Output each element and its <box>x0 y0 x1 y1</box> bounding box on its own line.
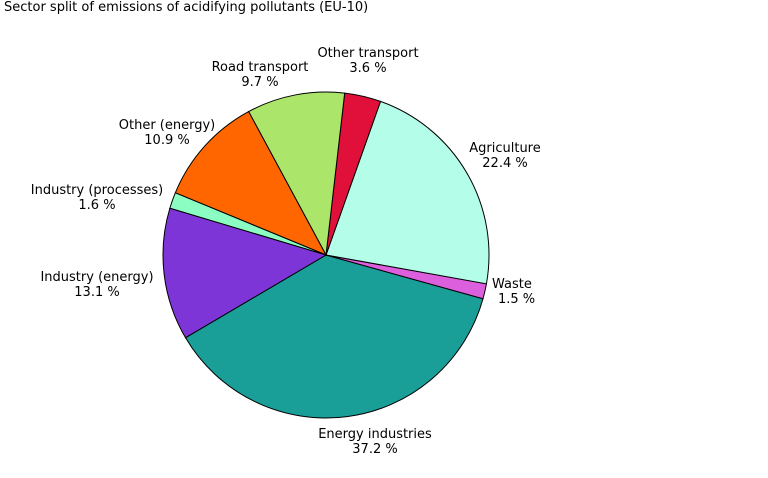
pie-slice-agriculture <box>325 100 490 285</box>
slice-label-name: Industry (processes) <box>31 183 163 198</box>
slice-label-percent: 3.6 % <box>349 61 386 76</box>
slice-label-name: Energy industries <box>318 427 432 442</box>
pie-slice-road-transport <box>247 91 346 257</box>
slice-label-percent: 10.9 % <box>144 133 189 148</box>
pie-slice-other-energy <box>174 110 328 256</box>
slice-label-percent: 22.4 % <box>482 156 527 171</box>
slice-label-name: Agriculture <box>469 141 541 156</box>
slice-label-name: Industry (energy) <box>40 270 153 285</box>
pie-slice-energy-industries <box>184 254 484 419</box>
slice-label-name: Waste <box>492 277 532 292</box>
slice-label-percent: 13.1 % <box>74 285 119 300</box>
slice-label-percent: 9.7 % <box>241 75 278 90</box>
slice-label-name: Other (energy) <box>119 118 215 133</box>
slice-label-percent: 1.5 % <box>498 292 535 307</box>
chart-title: Sector split of emissions of acidifying … <box>4 0 369 15</box>
slice-label-name: Other transport <box>317 46 418 61</box>
pie-slice-industry-energy <box>162 207 328 339</box>
slice-label-percent: 1.6 % <box>78 198 115 213</box>
slice-label-percent: 37.2 % <box>352 442 397 457</box>
slice-label-name: Road transport <box>212 60 309 75</box>
